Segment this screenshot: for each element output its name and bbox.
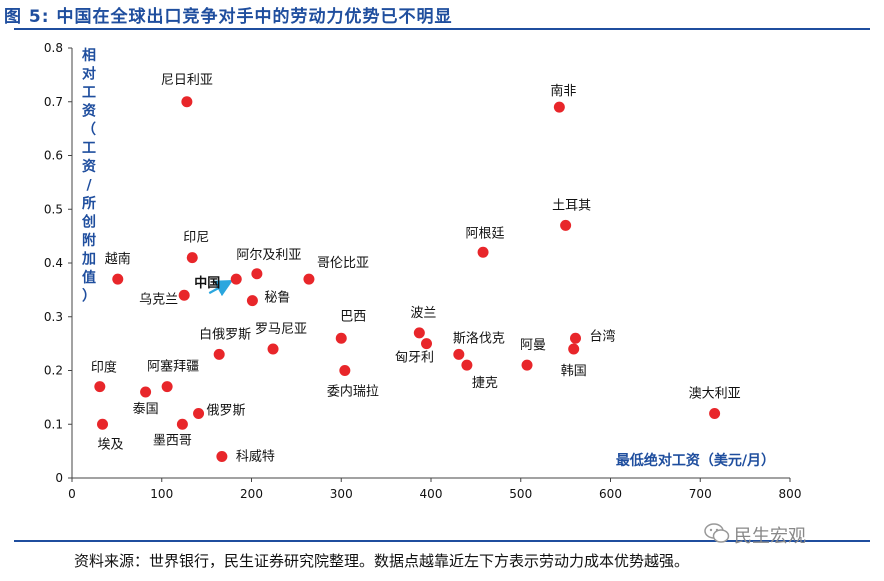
point-label: 澳大利亚 <box>689 386 741 402</box>
figure-title-bar: 图 5: 中国在全球出口竞争对手中的劳动力优势已不明显 <box>0 0 884 28</box>
y-tick-label: 0.3 <box>44 310 63 324</box>
point-label: 尼日利亚 <box>161 73 213 88</box>
point-label: 巴西 <box>340 309 366 324</box>
data-point <box>477 246 489 258</box>
title-divider <box>14 28 870 30</box>
x-tick-label: 500 <box>509 487 532 501</box>
point-label: 乌克兰 <box>139 291 178 307</box>
data-point <box>140 386 152 398</box>
y-tick-label: 0.6 <box>44 149 63 163</box>
data-point <box>569 332 581 344</box>
data-point <box>213 348 225 360</box>
y-tick-label: 0 <box>55 471 63 485</box>
data-point <box>181 96 193 108</box>
source-divider <box>14 540 870 542</box>
source-note: 资料来源：世界银行，民生证券研究院整理。数据点越靠近左下方表示劳动力成本优势越强… <box>74 552 690 570</box>
x-tick-label: 200 <box>240 487 263 501</box>
data-point <box>176 418 188 430</box>
data-point <box>421 338 433 350</box>
data-point <box>161 381 173 393</box>
point-label: 阿根廷 <box>466 226 505 241</box>
point-label: 阿塞拜疆 <box>147 359 199 375</box>
point-label: 秘鲁 <box>264 291 290 306</box>
data-point <box>251 268 263 280</box>
y-tick-label: 0.4 <box>44 256 63 270</box>
x-tick-label: 300 <box>330 487 353 501</box>
point-label: 委内瑞拉 <box>327 384 379 400</box>
y-tick-label: 0.2 <box>44 364 63 378</box>
point-label: 台湾 <box>589 328 615 344</box>
point-label: 南非 <box>550 83 576 99</box>
china-arrow <box>208 280 234 297</box>
data-point <box>186 252 198 264</box>
wechat-icon <box>704 523 730 543</box>
x-tick-label: 0 <box>68 487 76 501</box>
x-tick-label: 400 <box>420 487 443 501</box>
x-tick-label: 100 <box>150 487 173 501</box>
x-axis-label: 最低绝对工资（美元/月） <box>616 452 775 469</box>
point-label: 匈牙利 <box>395 351 434 366</box>
point-label: 哥伦比亚 <box>317 256 369 271</box>
y-tick-label: 0.1 <box>44 417 63 431</box>
data-point <box>178 289 190 301</box>
data-point <box>553 101 565 113</box>
data-point <box>560 219 572 231</box>
point-label: 韩国 <box>561 364 587 379</box>
data-point <box>568 343 580 355</box>
data-point <box>112 273 124 285</box>
y-tick-label: 0.5 <box>44 202 63 216</box>
data-point <box>709 408 721 419</box>
x-tick-label: 700 <box>689 487 712 501</box>
data-point <box>335 332 347 344</box>
x-tick-label: 600 <box>599 487 622 501</box>
data-point <box>230 273 242 285</box>
figure-title: 图 5: 中国在全球出口竞争对手中的劳动力优势已不明显 <box>4 7 453 27</box>
point-label: 俄罗斯 <box>207 404 246 419</box>
data-point <box>461 359 473 371</box>
data-point <box>94 381 106 393</box>
point-label: 墨西哥 <box>153 433 192 448</box>
point-label: 印尼 <box>183 231 209 246</box>
data-point <box>521 359 533 371</box>
data-point <box>303 273 315 285</box>
point-label: 白俄罗斯 <box>199 326 251 342</box>
point-label: 阿尔及利亚 <box>236 248 301 263</box>
x-tick-label: 800 <box>779 487 802 501</box>
data-point <box>267 343 279 355</box>
point-label: 土耳其 <box>552 198 591 213</box>
point-label: 阿曼 <box>520 338 546 353</box>
point-label: 越南 <box>105 251 131 267</box>
point-label: 印度 <box>91 360 117 376</box>
data-point <box>97 418 109 430</box>
data-point <box>216 451 228 462</box>
point-label: 泰国 <box>133 402 159 417</box>
y-axis-label: 相对工资（工资/所创附加值） <box>81 47 96 305</box>
y-tick-label: 0.8 <box>44 41 63 55</box>
data-point <box>193 408 205 419</box>
data-point <box>339 365 351 376</box>
watermark-text: 民生宏观 <box>734 526 806 547</box>
y-tick-label: 0.7 <box>44 95 63 109</box>
point-label: 斯洛伐克 <box>453 331 505 346</box>
point-label: 埃及 <box>98 437 124 452</box>
point-label: 捷克 <box>472 376 498 391</box>
point-label: 中国 <box>194 275 220 291</box>
point-label: 罗马尼亚 <box>255 322 307 337</box>
scatter-chart: 0 100 200 300 400 500 600 700 800 0 0.1 0.2 0.3 0.4 0.… <box>44 41 802 501</box>
point-label: 科威特 <box>236 450 275 465</box>
data-point <box>246 295 258 307</box>
data-point <box>413 327 425 339</box>
data-point <box>453 348 465 360</box>
point-label: 波兰 <box>410 306 436 321</box>
